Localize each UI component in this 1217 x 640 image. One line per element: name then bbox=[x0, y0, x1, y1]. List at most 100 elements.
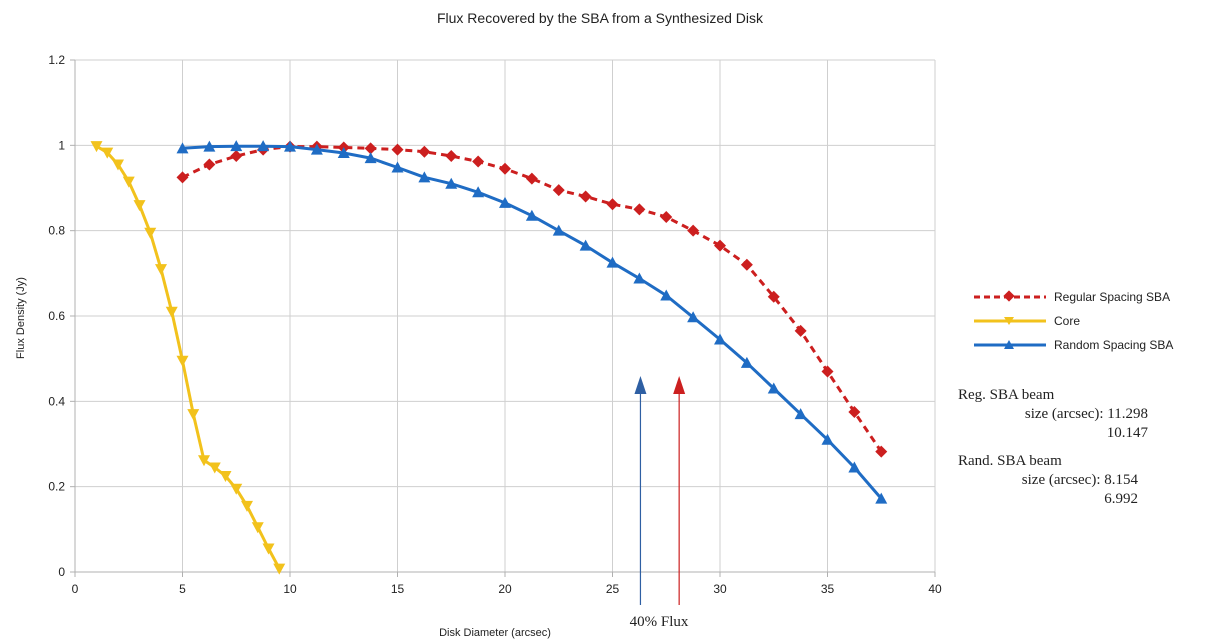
data-point bbox=[230, 150, 243, 162]
reg-note-line3: 10.147 bbox=[1107, 425, 1149, 441]
data-point bbox=[875, 445, 888, 458]
data-point bbox=[525, 172, 538, 185]
data-point bbox=[165, 306, 178, 318]
series-2 bbox=[176, 140, 888, 504]
data-point bbox=[284, 140, 296, 152]
y-tick-label: 1 bbox=[58, 138, 65, 152]
legend-item-random: Random Spacing SBA bbox=[974, 338, 1173, 352]
arrow-head bbox=[673, 376, 686, 394]
data-point bbox=[552, 224, 565, 236]
x-tick-label: 15 bbox=[391, 582, 405, 596]
data-point bbox=[606, 256, 619, 268]
flux-arrow-1 bbox=[673, 376, 686, 605]
y-tick-label: 0.2 bbox=[48, 480, 65, 494]
x-tick-label: 20 bbox=[498, 582, 512, 596]
data-point bbox=[198, 455, 210, 467]
tick-labels: 0 5 10 15 20 25 30 35 40 0 0.2 0.4 0.6 0.8 1 1.2 bbox=[48, 53, 942, 596]
data-point bbox=[364, 142, 377, 155]
data-point bbox=[203, 140, 216, 152]
data-point bbox=[821, 365, 834, 378]
legend-marker-core bbox=[1004, 317, 1014, 325]
data-point bbox=[660, 211, 673, 224]
data-point bbox=[660, 289, 673, 301]
data-point bbox=[767, 290, 780, 303]
rand-note-line3: 6.992 bbox=[1104, 491, 1138, 507]
x-tick-label: 0 bbox=[72, 582, 79, 596]
data-point bbox=[579, 190, 592, 203]
rand-note-line1: Rand. SBA beam bbox=[958, 453, 1062, 469]
x-tick-label: 35 bbox=[821, 582, 835, 596]
legend-label-regular: Regular Spacing SBA bbox=[1054, 290, 1170, 304]
data-point bbox=[273, 563, 286, 575]
data-point bbox=[241, 500, 253, 512]
data-point bbox=[257, 140, 270, 152]
data-point bbox=[176, 355, 189, 367]
x-tick-label: 30 bbox=[713, 582, 727, 596]
data-point bbox=[251, 522, 264, 534]
arrow-annotations bbox=[634, 376, 686, 605]
data-point bbox=[230, 140, 243, 152]
legend-item-core: Core bbox=[974, 314, 1080, 328]
rand-note-line2: size (arcsec): 8.154 bbox=[1022, 472, 1139, 488]
data-point bbox=[606, 198, 619, 211]
data-point bbox=[472, 155, 485, 168]
data-point bbox=[499, 196, 511, 208]
data-point bbox=[714, 333, 726, 345]
x-tick-label: 10 bbox=[283, 582, 297, 596]
data-point bbox=[687, 311, 700, 323]
data-point bbox=[499, 162, 511, 175]
y-tick-label: 0.8 bbox=[48, 224, 65, 238]
legend-marker-random bbox=[1004, 340, 1014, 349]
series-layer bbox=[90, 140, 888, 575]
beam-size-notes: Reg. SBA beam size (arcsec): 11.298 10.1… bbox=[958, 387, 1149, 507]
data-point bbox=[391, 143, 404, 156]
y-tick-label: 0 bbox=[58, 565, 65, 579]
data-point bbox=[176, 171, 189, 184]
data-point bbox=[794, 324, 807, 337]
data-point bbox=[445, 150, 458, 162]
data-point bbox=[364, 152, 377, 164]
x-tick-label: 25 bbox=[606, 582, 620, 596]
data-point bbox=[337, 147, 350, 159]
legend: Regular Spacing SBA Core Random Spacing … bbox=[974, 290, 1173, 352]
data-point bbox=[155, 264, 167, 276]
chart-title: Flux Recovered by the SBA from a Synthes… bbox=[437, 10, 764, 26]
y-tick-label: 0.4 bbox=[48, 394, 65, 408]
data-point bbox=[112, 159, 124, 171]
x-tick-label: 5 bbox=[179, 582, 186, 596]
data-point bbox=[310, 143, 323, 155]
legend-label-core: Core bbox=[1054, 314, 1080, 328]
data-point bbox=[472, 186, 485, 198]
data-point bbox=[203, 158, 216, 171]
y-axis-title: Flux Density (Jy) bbox=[15, 277, 27, 359]
series-1 bbox=[90, 141, 286, 575]
data-point bbox=[767, 382, 780, 394]
data-point bbox=[176, 142, 189, 154]
data-point bbox=[219, 471, 232, 482]
legend-label-random: Random Spacing SBA bbox=[1054, 338, 1173, 352]
x-tick-label: 40 bbox=[928, 582, 942, 596]
y-tick-label: 0.6 bbox=[48, 309, 65, 323]
data-point bbox=[101, 147, 114, 159]
y-tick-label: 1.2 bbox=[48, 53, 65, 67]
reg-note-line2: size (arcsec): 11.298 bbox=[1025, 406, 1148, 422]
data-point bbox=[687, 224, 700, 237]
data-point bbox=[133, 200, 146, 212]
data-point bbox=[794, 408, 807, 420]
x-axis-title: Disk Diameter (arcsec) bbox=[439, 627, 551, 639]
data-point bbox=[740, 258, 753, 271]
flux-arrow-0 bbox=[634, 376, 647, 605]
data-point bbox=[848, 461, 861, 473]
arrow-label: 40% Flux bbox=[630, 614, 689, 630]
data-point bbox=[144, 227, 157, 239]
data-point bbox=[821, 433, 834, 445]
data-point bbox=[187, 409, 200, 421]
data-point bbox=[552, 184, 565, 197]
data-point bbox=[525, 209, 538, 221]
arrow-head bbox=[634, 376, 647, 394]
data-point bbox=[230, 483, 243, 495]
data-point bbox=[579, 239, 592, 251]
data-point bbox=[714, 239, 726, 252]
legend-marker-regular bbox=[1003, 290, 1015, 302]
